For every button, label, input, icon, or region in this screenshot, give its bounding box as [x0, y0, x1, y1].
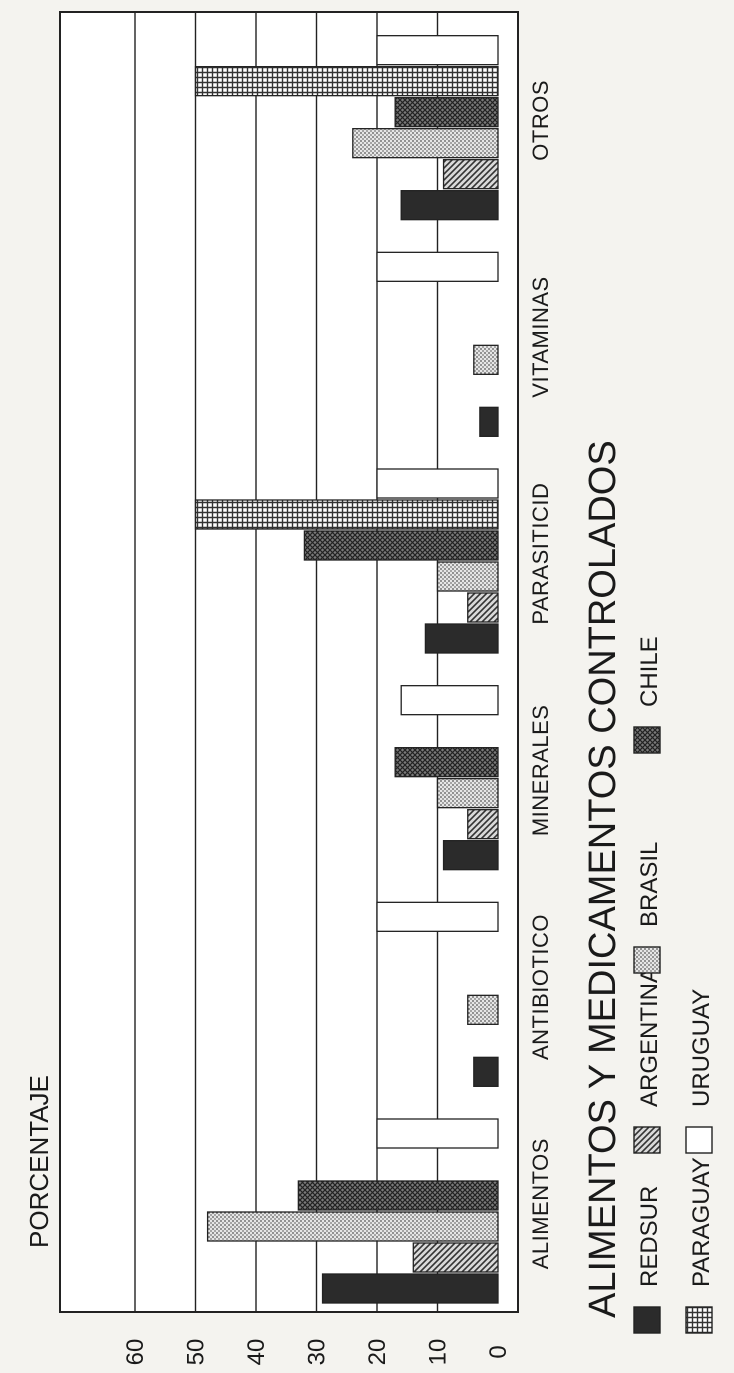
category-label: VITAMINAS — [528, 276, 553, 397]
legend-label: ARGENTINA — [636, 967, 663, 1107]
category-labels: ALIMENTOS ANTIBIOTICO MINERALES PARASITICID… — [528, 80, 553, 1269]
bar — [436, 561, 499, 592]
bar — [473, 1056, 499, 1087]
bar — [412, 1242, 499, 1273]
bar — [479, 406, 499, 437]
bar — [194, 499, 499, 530]
y-tick-label: 10 — [425, 1339, 452, 1366]
category-label: ANTIBIOTICO — [528, 914, 553, 1060]
category-label: ALIMENTOS — [528, 1138, 553, 1269]
y-tick-label: 40 — [243, 1339, 270, 1366]
bar — [376, 1118, 499, 1149]
bar — [467, 994, 499, 1025]
category-label: MINERALES — [528, 705, 553, 837]
bar — [206, 1211, 499, 1242]
y-tick-label: 20 — [364, 1339, 391, 1366]
bar — [473, 344, 499, 375]
bar — [436, 778, 499, 809]
category-label: PARASITICID — [528, 483, 553, 625]
y-tick-label: 0 — [485, 1345, 512, 1358]
bar — [303, 530, 499, 561]
bar — [321, 1273, 499, 1304]
category-label: OTROS — [528, 80, 553, 161]
y-tick-label: 50 — [183, 1339, 210, 1366]
legend-label: PARAGUAY — [688, 1157, 715, 1287]
bar — [394, 97, 499, 128]
bar — [442, 159, 499, 190]
bar — [442, 840, 499, 871]
bar — [467, 809, 499, 840]
bar — [376, 901, 499, 932]
legend-swatch — [633, 726, 661, 754]
bar — [376, 35, 499, 66]
bar — [400, 685, 499, 716]
legend: REDSUR ARGENTINA BRASIL CHILE PARAGUAY URUGUA… — [633, 636, 715, 1334]
bar — [194, 66, 499, 97]
y-tick-labels: 0 10 20 30 40 50 60 — [122, 1339, 512, 1366]
bar — [376, 251, 499, 282]
bar-group — [194, 35, 499, 1304]
legend-label: CHILE — [636, 636, 663, 707]
y-tick-label: 60 — [122, 1339, 149, 1366]
bar — [352, 128, 499, 159]
bar — [400, 190, 499, 221]
legend-swatch — [685, 1306, 713, 1334]
legend-swatch — [633, 1306, 661, 1334]
bar — [376, 468, 499, 499]
bar — [297, 1180, 499, 1211]
bar — [467, 592, 499, 623]
chart-title: ALIMENTOS Y MEDICAMENTOS CONTROLADOS — [582, 440, 624, 1318]
legend-swatch — [685, 1126, 713, 1154]
y-axis-title: PORCENTAJE — [24, 1075, 54, 1248]
legend-label: URUGUAY — [688, 989, 715, 1107]
legend-label: BRASIL — [636, 842, 663, 927]
bar — [394, 747, 499, 778]
legend-label: REDSUR — [636, 1186, 663, 1287]
bar — [424, 623, 499, 654]
plot-frame — [59, 11, 519, 1313]
grid-lines — [134, 12, 439, 1312]
legend-swatch — [633, 1126, 661, 1154]
y-tick-label: 30 — [304, 1339, 331, 1366]
legend-swatch — [633, 946, 661, 974]
